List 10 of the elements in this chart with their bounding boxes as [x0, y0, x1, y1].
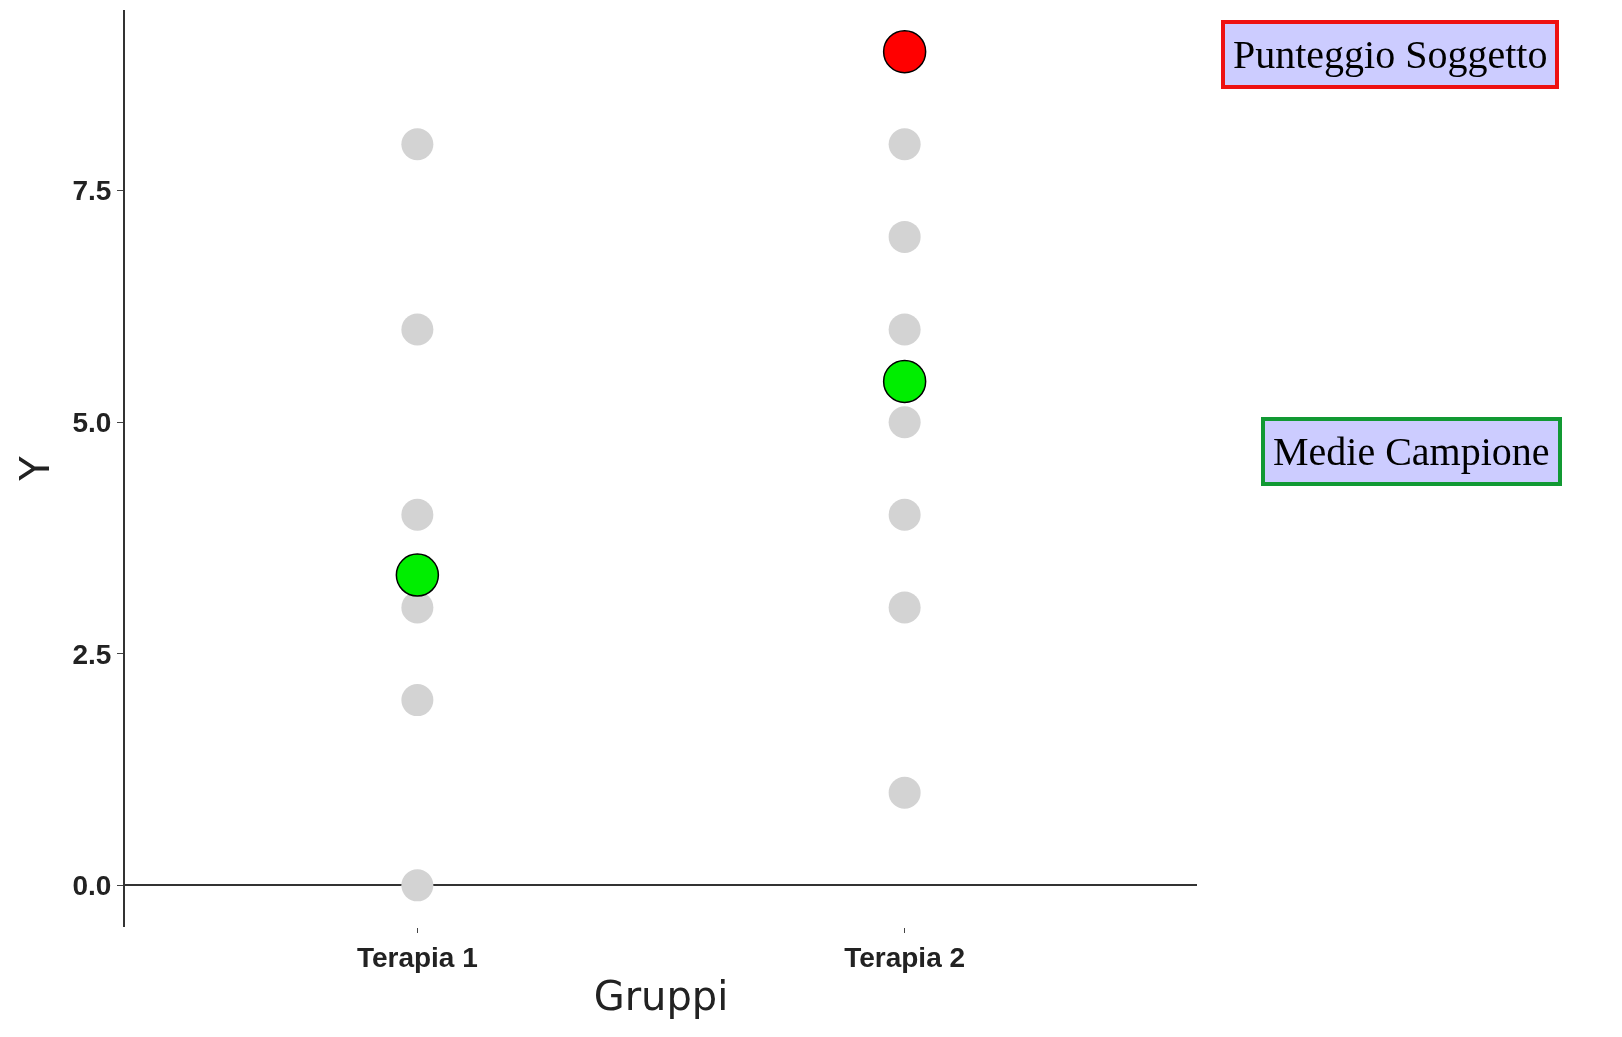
y-tick-label: 0.0 [72, 870, 112, 902]
y-tick-label: 5.0 [72, 406, 112, 438]
x-tick-label: Terapia 2 [844, 941, 966, 973]
text: Punteggio Soggetto [1233, 32, 1548, 77]
y-axis-title: Y [12, 455, 59, 482]
y-tick-label: 2.5 [72, 638, 112, 670]
x-tick-label: Terapia 1 [356, 941, 478, 973]
text: Medie Campione [1273, 429, 1550, 474]
x-axis-title: Gruppi [593, 973, 729, 1020]
y-tick-label: 7.5 [72, 175, 112, 207]
